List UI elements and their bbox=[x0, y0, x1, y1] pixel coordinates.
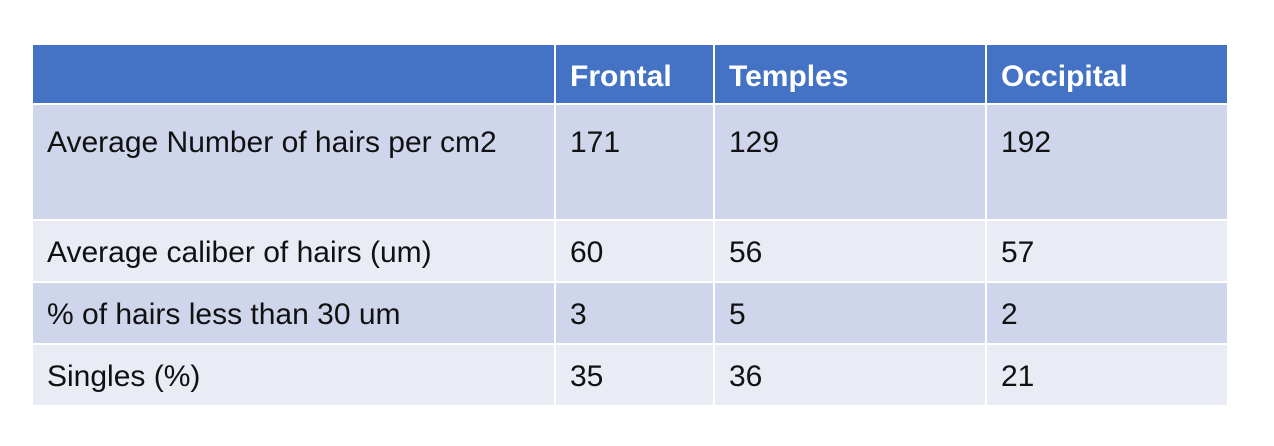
cell-temples: 56 bbox=[713, 219, 987, 283]
row-label: Average Number of hairs per cm2 bbox=[31, 103, 556, 221]
cell-temples: 129 bbox=[713, 103, 987, 221]
cell-frontal: 3 bbox=[554, 281, 715, 345]
cell-frontal: 35 bbox=[554, 343, 715, 407]
table-row: Singles (%) 35 36 21 bbox=[31, 343, 1229, 407]
cell-frontal: 60 bbox=[554, 219, 715, 283]
cell-occipital: 21 bbox=[985, 343, 1229, 407]
cell-occipital: 57 bbox=[985, 219, 1229, 283]
header-cell-temples: Temples bbox=[713, 43, 987, 105]
cell-frontal: 171 bbox=[554, 103, 715, 221]
header-cell-occipital: Occipital bbox=[985, 43, 1229, 105]
cell-occipital: 192 bbox=[985, 103, 1229, 221]
header-cell-frontal: Frontal bbox=[554, 43, 715, 105]
table-row: Average Number of hairs per cm2 171 129 … bbox=[31, 103, 1229, 221]
row-label: Average caliber of hairs (um) bbox=[31, 219, 556, 283]
table-header-row: Frontal Temples Occipital bbox=[31, 43, 1229, 105]
cell-temples: 5 bbox=[713, 281, 987, 345]
hair-density-table: Frontal Temples Occipital Average Number… bbox=[31, 43, 1229, 407]
cell-temples: 36 bbox=[713, 343, 987, 407]
cell-occipital: 2 bbox=[985, 281, 1229, 345]
header-cell-blank bbox=[31, 43, 556, 105]
table-row: % of hairs less than 30 um 3 5 2 bbox=[31, 281, 1229, 345]
row-label: % of hairs less than 30 um bbox=[31, 281, 556, 345]
table-row: Average caliber of hairs (um) 60 56 57 bbox=[31, 219, 1229, 283]
row-label: Singles (%) bbox=[31, 343, 556, 407]
